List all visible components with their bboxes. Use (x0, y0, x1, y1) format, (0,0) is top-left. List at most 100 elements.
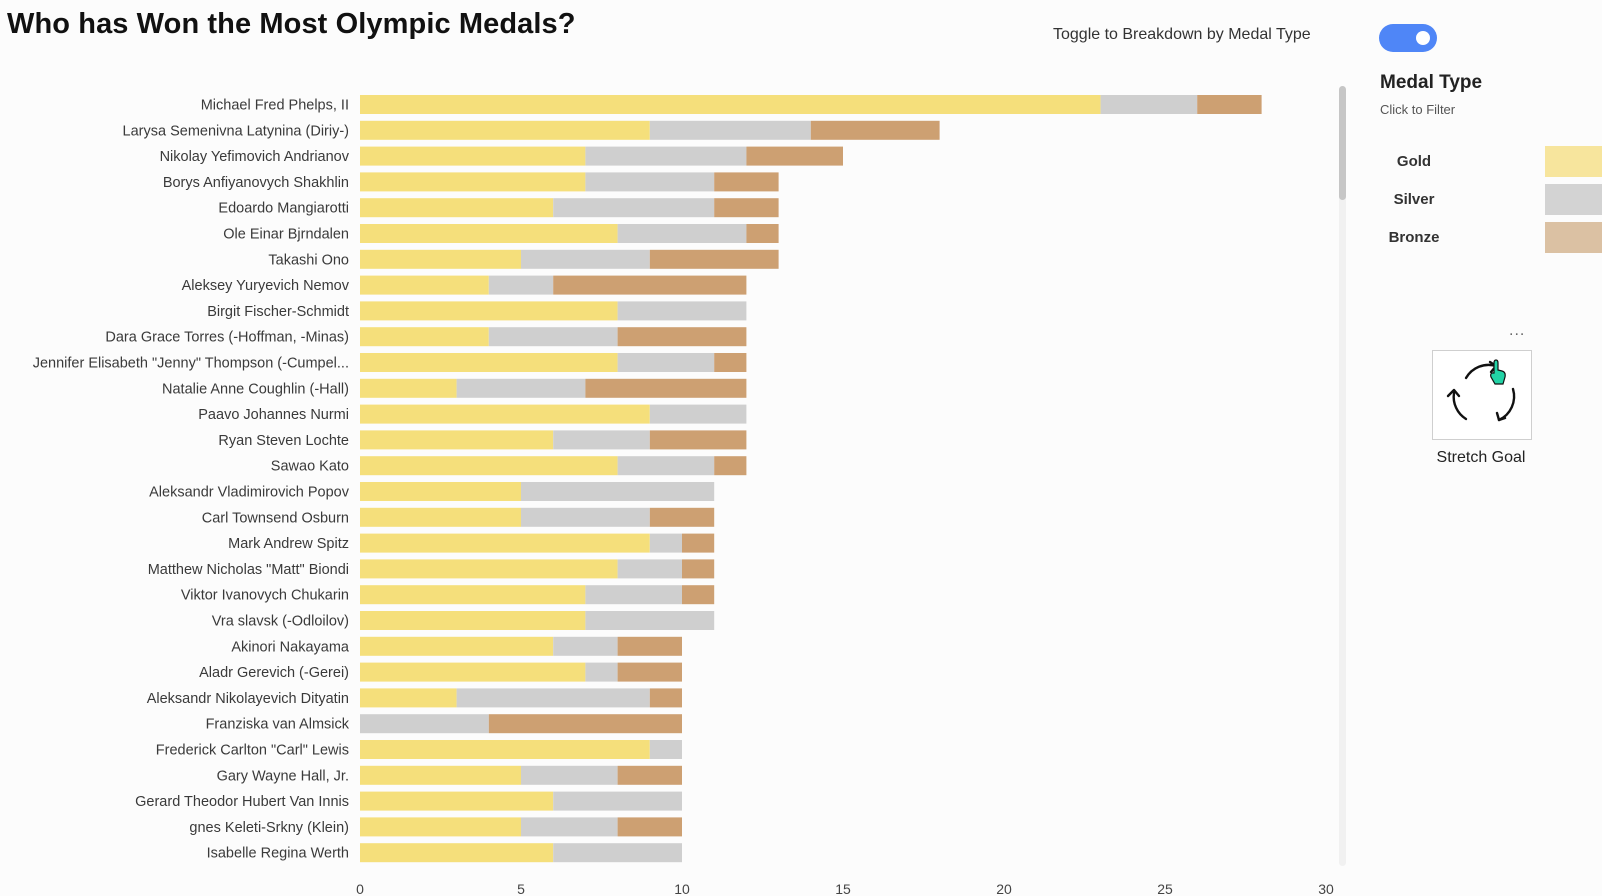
bar-silver[interactable] (585, 585, 682, 605)
bar-gold[interactable] (360, 662, 586, 682)
bar-gold[interactable] (360, 224, 618, 243)
bar-gold[interactable] (360, 843, 554, 863)
bar-gold[interactable] (360, 482, 521, 501)
bar-bronze[interactable] (810, 120, 940, 140)
bar-silver[interactable] (649, 404, 747, 424)
bar-gold[interactable] (360, 533, 650, 553)
bar-silver[interactable] (617, 301, 747, 321)
bar-gold[interactable] (360, 404, 650, 424)
x-tick-label: 5 (517, 881, 525, 896)
bar-silver[interactable] (488, 275, 554, 295)
bar-gold[interactable] (360, 430, 554, 450)
category-label: Borys Anfiyanovych Shakhlin (163, 175, 349, 191)
bar-silver[interactable] (521, 817, 618, 837)
bar-gold[interactable] (360, 456, 618, 476)
bar-bronze[interactable] (649, 688, 682, 708)
bar-silver[interactable] (585, 611, 715, 630)
bar-silver[interactable] (585, 172, 715, 192)
bar-gold[interactable] (360, 636, 554, 656)
bar-gold[interactable] (360, 791, 554, 811)
legend-item-gold[interactable]: Gold (1380, 146, 1602, 178)
bar-silver[interactable] (521, 507, 650, 527)
bar-silver[interactable] (617, 456, 715, 476)
bar-bronze[interactable] (649, 430, 747, 450)
bar-gold[interactable] (360, 585, 586, 605)
bar-gold[interactable] (360, 146, 586, 166)
bar-bronze[interactable] (714, 353, 747, 372)
bar-bronze[interactable] (714, 456, 747, 476)
bar-silver[interactable] (585, 146, 747, 166)
bar-silver[interactable] (649, 740, 682, 759)
bar-bronze[interactable] (488, 714, 682, 734)
legend-label-gold: Gold (1396, 153, 1432, 170)
bar-silver[interactable] (488, 327, 618, 347)
bar-silver[interactable] (617, 224, 747, 243)
category-label: Michael Fred Phelps, II (201, 98, 349, 114)
bar-bronze[interactable] (617, 327, 747, 347)
chart-scrollbar-track[interactable] (1339, 86, 1346, 866)
bar-silver[interactable] (553, 791, 682, 811)
bar-silver[interactable] (553, 198, 715, 218)
bar-gold[interactable] (360, 249, 521, 269)
bar-silver[interactable] (617, 353, 715, 372)
stretch-goal-button[interactable] (1432, 350, 1532, 440)
more-options-button[interactable]: ... (1509, 322, 1526, 339)
bar-bronze[interactable] (682, 533, 715, 553)
bar-gold[interactable] (360, 817, 521, 837)
bar-silver[interactable] (617, 559, 682, 579)
bar-gold[interactable] (360, 198, 554, 218)
bar-bronze[interactable] (1197, 95, 1262, 114)
bar-silver[interactable] (585, 662, 618, 682)
bar-bronze[interactable] (714, 198, 779, 218)
bar-gold[interactable] (360, 740, 650, 759)
category-label: Takashi Ono (268, 252, 349, 268)
bar-bronze[interactable] (714, 172, 779, 192)
bar-gold[interactable] (360, 765, 521, 785)
bar-bronze[interactable] (585, 378, 747, 398)
bar-bronze[interactable] (617, 765, 682, 785)
chart-scrollbar-thumb[interactable] (1339, 86, 1346, 200)
bar-gold[interactable] (360, 353, 618, 372)
category-label: Frederick Carlton "Carl" Lewis (156, 743, 349, 759)
category-label: Aladr Gerevich (-Gerei) (199, 665, 349, 681)
bar-bronze[interactable] (617, 662, 682, 682)
bar-gold[interactable] (360, 120, 650, 140)
bar-silver[interactable] (553, 430, 650, 450)
x-tick-label: 30 (1318, 881, 1334, 896)
bar-gold[interactable] (360, 275, 489, 295)
bar-silver[interactable] (521, 765, 618, 785)
bar-bronze[interactable] (649, 507, 715, 527)
category-label: Isabelle Regina Werth (207, 846, 349, 862)
bar-gold[interactable] (360, 611, 586, 630)
bar-silver[interactable] (456, 378, 586, 398)
bar-bronze[interactable] (553, 275, 747, 295)
bar-silver[interactable] (649, 120, 811, 140)
bar-gold[interactable] (360, 378, 457, 398)
bar-bronze[interactable] (746, 224, 779, 243)
bar-gold[interactable] (360, 301, 618, 321)
bar-silver[interactable] (1100, 95, 1198, 114)
bar-bronze[interactable] (682, 559, 715, 579)
bar-bronze[interactable] (617, 636, 682, 656)
bar-gold[interactable] (360, 559, 618, 579)
bar-bronze[interactable] (617, 817, 682, 837)
bar-gold[interactable] (360, 172, 586, 192)
bar-silver[interactable] (553, 636, 618, 656)
bar-gold[interactable] (360, 688, 457, 708)
bar-silver[interactable] (456, 688, 650, 708)
category-label: Edoardo Mangiarotti (218, 201, 349, 217)
bar-gold[interactable] (360, 507, 521, 527)
bar-bronze[interactable] (746, 146, 843, 166)
legend-item-bronze[interactable]: Bronze (1380, 222, 1602, 254)
medal-breakdown-toggle[interactable] (1379, 24, 1437, 52)
bar-bronze[interactable] (682, 585, 715, 605)
bar-bronze[interactable] (649, 249, 779, 269)
legend-item-silver[interactable]: Silver (1380, 184, 1602, 216)
bar-silver[interactable] (521, 482, 715, 501)
bar-gold[interactable] (360, 95, 1101, 114)
bar-silver[interactable] (649, 533, 682, 553)
bar-gold[interactable] (360, 327, 489, 347)
bar-silver[interactable] (553, 843, 682, 863)
bar-silver[interactable] (360, 714, 489, 734)
bar-silver[interactable] (521, 249, 650, 269)
